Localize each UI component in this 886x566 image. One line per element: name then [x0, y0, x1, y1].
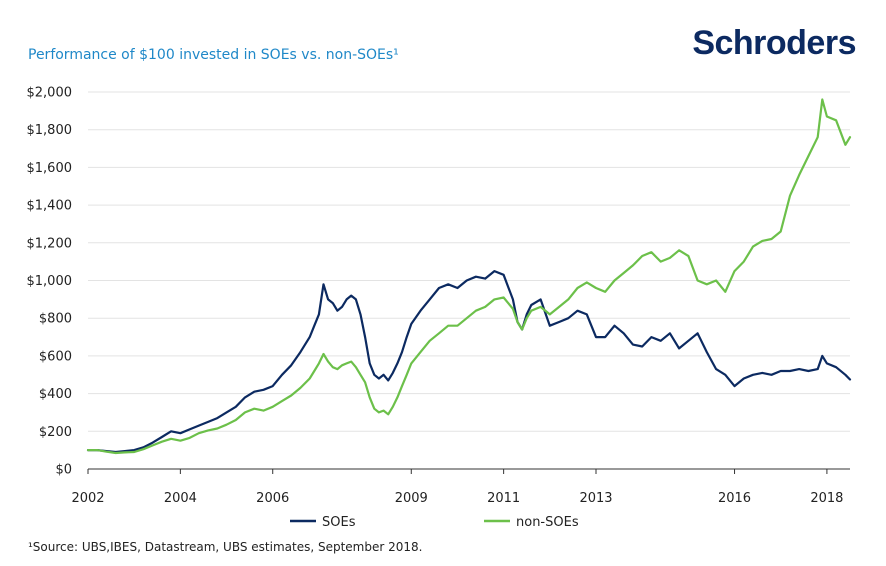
x-tick-label: 2009: [395, 491, 428, 506]
chart-title: Performance of $100 invested in SOEs vs.…: [28, 47, 399, 63]
x-tick-label: 2002: [71, 491, 104, 506]
y-tick-label: $1,200: [27, 236, 73, 251]
y-tick-label: $1,400: [27, 199, 73, 214]
x-tick-label: 2006: [256, 491, 289, 506]
source-footnote: ¹Source: UBS,IBES, Datastream, UBS estim…: [28, 540, 423, 554]
x-tick-label: 2016: [718, 491, 751, 506]
x-tick-label: 2004: [164, 491, 197, 506]
y-tick-label: $200: [39, 425, 72, 440]
grid-lines: [88, 91, 850, 432]
y-tick-label: $1,800: [27, 123, 73, 138]
non-soes-series-line: [86, 98, 852, 455]
x-axis: 2002 2004 2006 2009 2011 2013 2016 2018: [71, 468, 850, 506]
legend: SOEs non-SOEs: [290, 515, 579, 530]
x-tick-label: 2011: [487, 491, 520, 506]
x-tick-label: 2018: [810, 491, 843, 506]
legend-label: SOEs: [322, 515, 356, 530]
y-tick-label: $0: [55, 463, 72, 478]
y-tick-label: $400: [39, 387, 72, 402]
y-tick-label: $600: [39, 349, 72, 364]
x-tick-label: 2013: [579, 491, 612, 506]
y-tick-label: $1,000: [27, 274, 73, 289]
schroders-logo: Schroders: [692, 24, 856, 62]
y-tick-label: $2,000: [27, 86, 73, 101]
soes-series-line: [86, 270, 852, 454]
legend-label: non-SOEs: [516, 515, 579, 530]
y-tick-label: $800: [39, 312, 72, 327]
y-tick-label: $1,600: [27, 161, 73, 176]
y-axis: $0 $200 $400 $600 $800 $1,000 $1,200 $1,400 $1,6…: [27, 86, 73, 478]
series-lines: [86, 98, 852, 455]
